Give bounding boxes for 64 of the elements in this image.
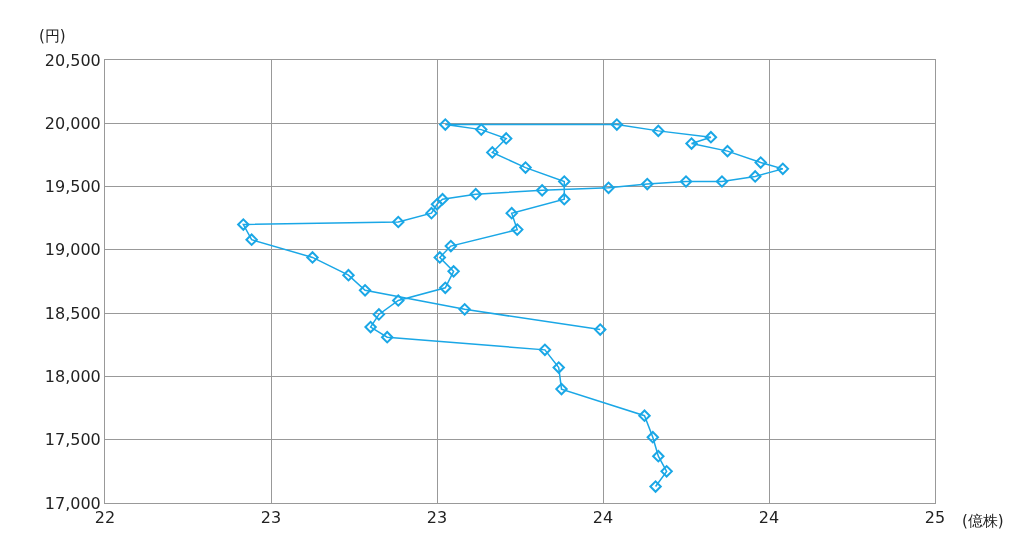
- point: [679, 175, 693, 188]
- y-tick-label: 20,500: [44, 50, 101, 70]
- x-tick-label: 23: [260, 508, 282, 528]
- point: [649, 480, 662, 493]
- point: [594, 323, 607, 336]
- point: [364, 320, 377, 334]
- point: [430, 198, 444, 211]
- point: [458, 303, 471, 316]
- y-tick-label: 20,000: [44, 113, 101, 133]
- point: [306, 251, 319, 264]
- point: [704, 131, 718, 144]
- point: [511, 223, 524, 236]
- y-tick-label: 18,000: [44, 367, 101, 387]
- point: [660, 465, 673, 478]
- point: [486, 146, 499, 159]
- point: [610, 118, 624, 131]
- point: [646, 430, 659, 444]
- point: [372, 308, 386, 321]
- point: [538, 343, 552, 357]
- point: [776, 162, 790, 176]
- point: [439, 118, 452, 131]
- x-tick-label: 24: [758, 508, 780, 528]
- point: [638, 409, 651, 422]
- point: [748, 170, 762, 183]
- point: [381, 330, 394, 344]
- x-tick-label: 23: [426, 508, 448, 528]
- point: [499, 132, 513, 145]
- point: [505, 206, 518, 220]
- point: [342, 268, 355, 282]
- point: [602, 181, 615, 195]
- point: [425, 206, 438, 220]
- point: [245, 233, 258, 246]
- point: [469, 187, 482, 201]
- point: [641, 177, 654, 191]
- point: [558, 175, 571, 188]
- point: [558, 193, 571, 206]
- y-tick-label: 19,000: [44, 240, 101, 260]
- point: [392, 294, 405, 307]
- point: [392, 215, 405, 229]
- point: [652, 124, 665, 138]
- y-tick-label: 19,500: [44, 177, 101, 197]
- point: [721, 144, 734, 158]
- point: [436, 193, 449, 206]
- y-tick-label: 18,500: [44, 303, 101, 323]
- point: [519, 161, 532, 174]
- x-tick-label: 25: [924, 508, 946, 528]
- point: [754, 156, 767, 169]
- point: [444, 239, 458, 253]
- point: [439, 281, 452, 295]
- point: [685, 137, 698, 150]
- point: [358, 284, 372, 297]
- y-tick-label: 17,500: [44, 430, 101, 450]
- point: [535, 184, 549, 197]
- x-tick-label: 24: [592, 508, 614, 528]
- point: [237, 218, 250, 231]
- point: [475, 123, 488, 136]
- point: [555, 382, 568, 396]
- y-axis-title: (円): [39, 27, 66, 45]
- x-axis-title: (億株): [962, 512, 1004, 530]
- point: [433, 251, 446, 264]
- point: [552, 361, 565, 374]
- point: [652, 449, 665, 463]
- point: [715, 175, 729, 188]
- point: [447, 265, 460, 278]
